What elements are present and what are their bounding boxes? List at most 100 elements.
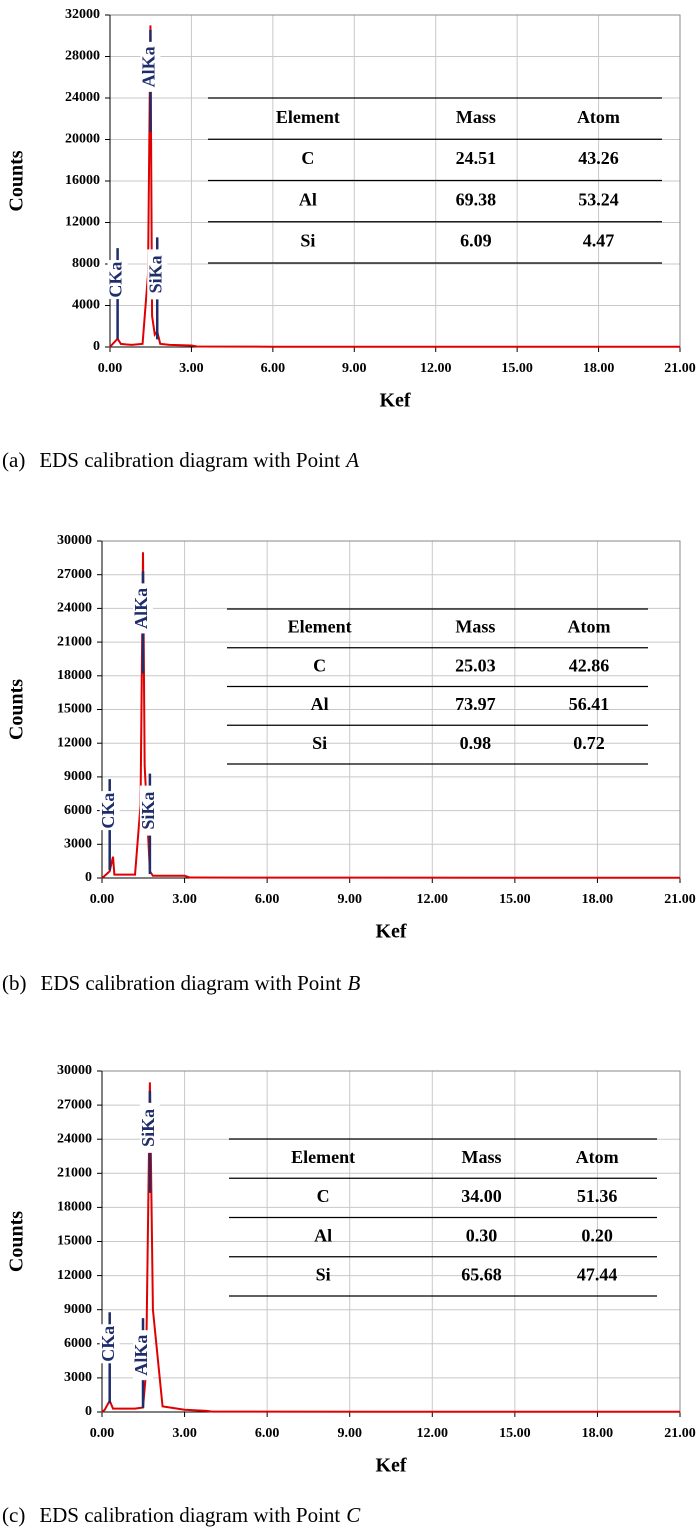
table-cell: 0.72 — [573, 733, 605, 753]
y-tick-label: 15000 — [57, 702, 92, 717]
table-header: Atom — [576, 1147, 619, 1167]
caption-text: EDS calibration diagram with Point — [39, 448, 340, 472]
annotation-label: CKa — [98, 793, 118, 829]
table-cell: 53.24 — [578, 189, 619, 209]
annotation-label: CKa — [106, 262, 126, 298]
caption-label: (c) — [2, 1503, 25, 1527]
x-tick-label: 21.00 — [664, 361, 696, 376]
y-tick-label: 27000 — [57, 1097, 92, 1112]
x-tick-label: 15.00 — [499, 892, 531, 907]
table-header: Atom — [577, 107, 620, 127]
table-cell: 69.38 — [456, 189, 497, 209]
table-cell: Si — [312, 733, 327, 753]
x-tick-label: 12.00 — [417, 1426, 449, 1441]
spectrum-line — [109, 25, 681, 348]
table-cell: 4.47 — [583, 231, 615, 251]
x-tick-label: 6.00 — [255, 1426, 280, 1441]
table-cell: 47.44 — [577, 1265, 618, 1285]
table-cell: C — [317, 1186, 330, 1206]
table-header: Mass — [455, 617, 495, 637]
y-axis-title: Counts — [6, 679, 28, 740]
annotation-label: SiKa — [145, 255, 165, 293]
table-cell: 0.30 — [466, 1225, 498, 1245]
x-tick-label: 0.00 — [98, 361, 123, 376]
y-tick-label: 4000 — [72, 298, 100, 313]
y-tick-label: 18000 — [57, 668, 92, 683]
annotation-label: SiKa — [138, 1109, 158, 1147]
table-cell: 65.68 — [461, 1265, 502, 1285]
table-cell: 25.03 — [455, 655, 496, 675]
table-cell: C — [301, 148, 314, 168]
y-tick-label: 3000 — [64, 837, 92, 852]
y-tick-label: 0 — [85, 870, 92, 885]
annotation-box — [147, 249, 168, 300]
y-tick-label: 15000 — [57, 1234, 92, 1249]
table-cell: 34.00 — [461, 1186, 502, 1206]
x-tick-label: 6.00 — [261, 361, 286, 376]
spectrum-line — [101, 1082, 681, 1413]
y-tick-label: 6000 — [64, 803, 92, 818]
caption-text: EDS calibration diagram with Point — [39, 1503, 340, 1527]
annotation-box — [133, 1330, 154, 1381]
table-cell: Al — [311, 694, 329, 714]
table-header: Element — [291, 1147, 355, 1167]
annotation-box — [140, 41, 161, 92]
y-tick-label: 12000 — [57, 735, 92, 750]
x-tick-label: 6.00 — [255, 892, 280, 907]
table-cell: Si — [300, 231, 315, 251]
y-tick-label: 24000 — [57, 1131, 92, 1146]
table-cell: Si — [316, 1265, 331, 1285]
y-tick-label: 9000 — [64, 1302, 92, 1317]
y-tick-label: 28000 — [65, 49, 100, 64]
table-cell: 42.86 — [569, 655, 610, 675]
table-header: Element — [288, 617, 352, 637]
annotation-box — [139, 785, 160, 836]
annotation-box — [99, 1324, 120, 1364]
annotation-label: SiKa — [138, 792, 158, 830]
y-tick-label: 3000 — [64, 1370, 92, 1385]
table-cell: Al — [314, 1225, 332, 1245]
y-tick-label: 12000 — [65, 215, 100, 230]
x-tick-label: 3.00 — [172, 892, 197, 907]
table-cell: Al — [299, 189, 317, 209]
annotation-box — [139, 1102, 160, 1153]
x-tick-label: 0.00 — [90, 892, 115, 907]
x-tick-label: 18.00 — [583, 361, 615, 376]
annotation-label: AlKa — [139, 46, 159, 87]
table-header: Atom — [568, 617, 611, 637]
table-cell: 0.98 — [460, 733, 492, 753]
table-cell: 0.20 — [581, 1225, 613, 1245]
x-tick-label: 21.00 — [664, 1426, 696, 1441]
caption: (b) EDS calibration diagram with Point B — [2, 971, 360, 995]
annotation-box — [107, 260, 128, 300]
x-tick-label: 3.00 — [172, 1426, 197, 1441]
y-tick-label: 9000 — [64, 769, 92, 784]
table-cell: 56.41 — [569, 694, 610, 714]
x-axis-title: Kef — [375, 1455, 406, 1477]
table-cell: 43.26 — [578, 148, 619, 168]
caption-point: C — [346, 1503, 361, 1527]
caption-point: B — [347, 971, 360, 995]
y-tick-label: 27000 — [57, 567, 92, 582]
table-header: Mass — [456, 107, 496, 127]
y-tick-label: 32000 — [65, 7, 100, 22]
y-tick-label: 6000 — [64, 1336, 92, 1351]
table-cell: 51.36 — [577, 1186, 618, 1206]
x-tick-label: 15.00 — [499, 1426, 531, 1441]
y-tick-label: 0 — [93, 339, 100, 354]
y-tick-label: 0 — [85, 1404, 92, 1419]
table-header: Element — [276, 107, 340, 127]
table-cell: 6.09 — [460, 231, 492, 251]
x-tick-label: 18.00 — [582, 1426, 614, 1441]
x-tick-label: 12.00 — [420, 361, 452, 376]
x-tick-label: 12.00 — [417, 892, 449, 907]
spectrum-line — [101, 552, 681, 879]
caption: (c) EDS calibration diagram with Point C — [2, 1503, 361, 1527]
y-tick-label: 30000 — [57, 1063, 92, 1078]
caption: (a) EDS calibration diagram with Point A — [2, 448, 359, 472]
x-tick-label: 21.00 — [664, 892, 696, 907]
y-tick-label: 20000 — [65, 132, 100, 147]
y-axis-title: Counts — [6, 1211, 28, 1272]
